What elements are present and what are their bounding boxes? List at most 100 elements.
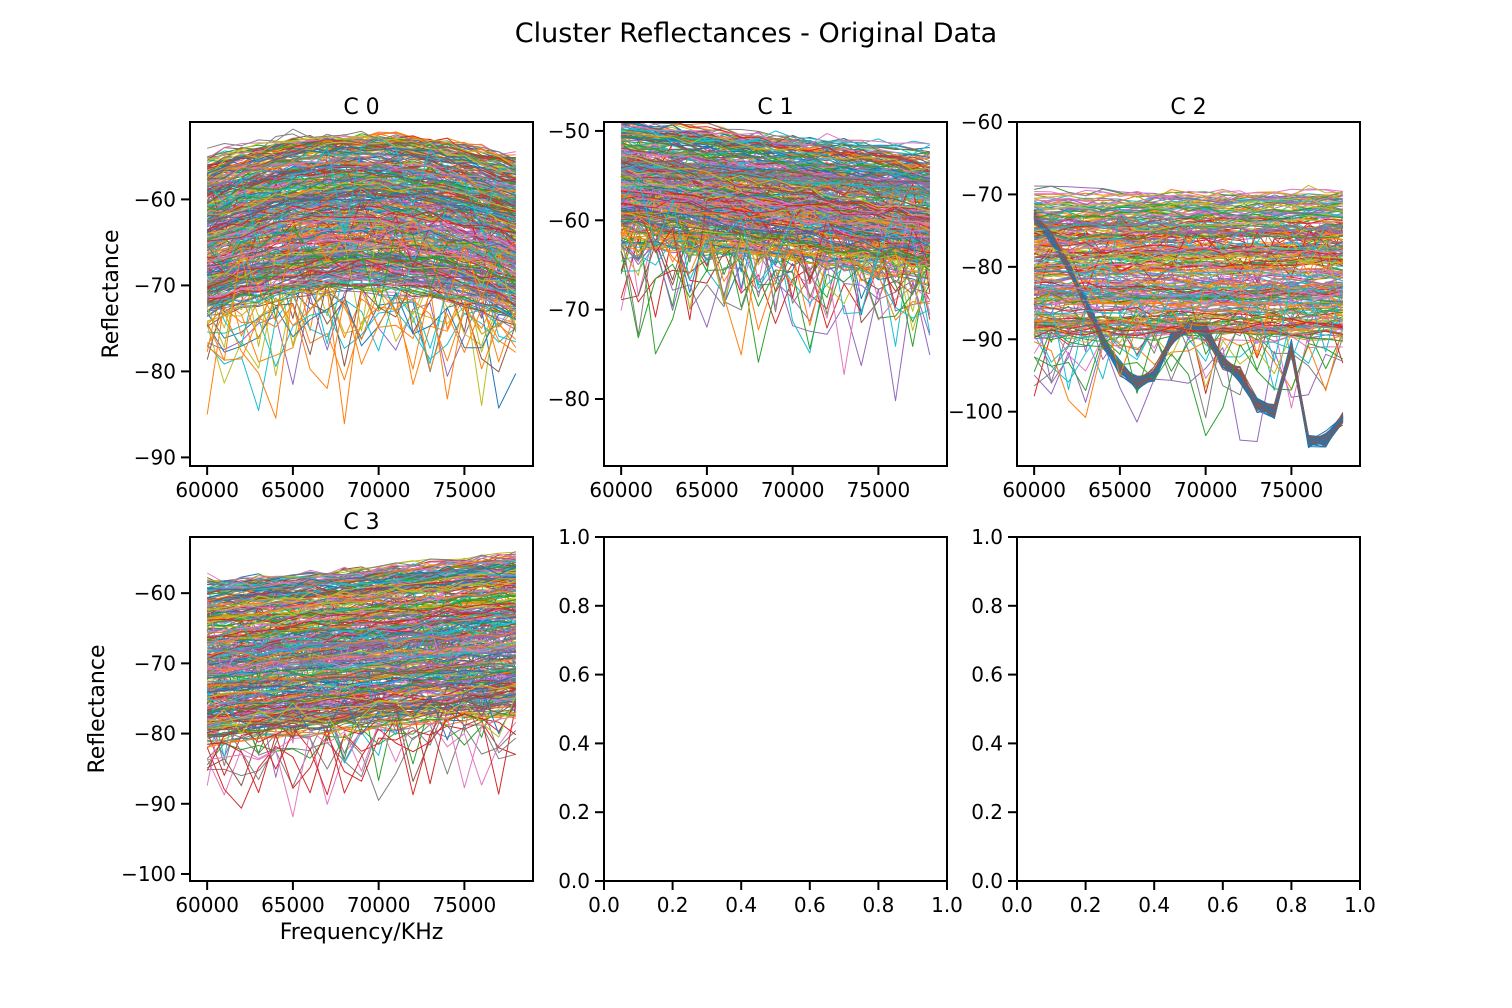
series-line xyxy=(207,683,516,722)
series-line xyxy=(621,218,930,249)
series-line xyxy=(207,675,516,714)
x-tick-label: 60000 xyxy=(589,478,653,502)
series-line xyxy=(1033,321,1343,338)
series-line xyxy=(621,175,930,231)
series-line xyxy=(207,276,516,312)
series-line xyxy=(1034,246,1343,255)
series-line xyxy=(206,179,517,223)
series-line xyxy=(1034,262,1343,277)
series-line xyxy=(207,563,516,590)
y-tick-label: −50 xyxy=(548,119,590,143)
series-line xyxy=(206,704,517,766)
series-line xyxy=(620,221,930,311)
series-line xyxy=(207,613,516,636)
series-line xyxy=(1034,320,1343,338)
x-tick-label: 0.8 xyxy=(1275,893,1307,917)
series-line xyxy=(621,170,930,187)
series-group xyxy=(1033,184,1344,449)
y-tick-label: −100 xyxy=(121,862,176,886)
series-line xyxy=(206,143,516,178)
series-line xyxy=(206,181,516,287)
series-line xyxy=(1033,217,1344,445)
x-tick-label: 65000 xyxy=(261,893,325,917)
x-tick-label: 70000 xyxy=(347,478,411,502)
series-line xyxy=(207,617,516,643)
series-line xyxy=(621,182,930,225)
series-line xyxy=(1034,256,1343,269)
series-line xyxy=(206,217,516,251)
series-line xyxy=(207,657,516,692)
series-line xyxy=(206,220,517,349)
series-line xyxy=(206,256,516,299)
series-line xyxy=(620,177,931,334)
series-line xyxy=(621,147,930,164)
y-tick-label: −90 xyxy=(134,792,176,816)
series-line xyxy=(206,289,517,425)
series-line xyxy=(621,194,930,254)
series-line xyxy=(206,614,517,658)
x-tick-label: 65000 xyxy=(675,478,739,502)
y-tick-label: −90 xyxy=(961,327,1003,351)
x-tick-label: 65000 xyxy=(1088,478,1152,502)
series-line xyxy=(1033,297,1343,314)
series-line xyxy=(1034,323,1343,337)
series-line xyxy=(620,170,931,234)
x-tick-label: 0.6 xyxy=(1207,893,1239,917)
series-line xyxy=(1034,266,1343,282)
series-line xyxy=(207,135,516,174)
axes-frame xyxy=(603,536,948,882)
series-line xyxy=(621,209,930,232)
series-line xyxy=(621,172,930,196)
y-axis-label: Reflectance xyxy=(99,229,124,358)
series-line xyxy=(620,207,930,257)
y-tick-label: −60 xyxy=(548,208,590,232)
series-line xyxy=(207,702,517,736)
series-line xyxy=(1033,291,1344,419)
series-line xyxy=(621,197,930,222)
series-line xyxy=(207,713,516,730)
series-line xyxy=(620,207,931,248)
x-tick-label: 0.4 xyxy=(1138,893,1170,917)
series-line xyxy=(1034,201,1343,213)
subplot-c1: 60000 65000 70000 75000 −80 −70 −60 −50 C 1 xyxy=(548,95,948,502)
series-line xyxy=(207,647,516,675)
series-line xyxy=(1033,281,1344,377)
y-tick-label: 0.6 xyxy=(971,663,1003,687)
series-line xyxy=(207,663,516,677)
series-line xyxy=(206,228,517,310)
series-line xyxy=(206,603,516,626)
series-line xyxy=(207,611,516,654)
series-line xyxy=(620,170,930,213)
series-line xyxy=(1034,193,1343,206)
series-line xyxy=(1034,260,1343,276)
series-line xyxy=(1034,219,1343,238)
series-line xyxy=(207,630,516,659)
y-tick-label: −100 xyxy=(948,400,1003,424)
series-line xyxy=(1034,275,1343,288)
series-line xyxy=(207,239,516,275)
series-line xyxy=(1034,184,1343,201)
series-line xyxy=(207,684,516,707)
y-tick-label: −60 xyxy=(134,187,176,211)
series-line xyxy=(620,222,930,356)
x-tick-label: 0.0 xyxy=(1001,893,1033,917)
series-line xyxy=(207,715,516,818)
series-line xyxy=(1033,335,1344,437)
series-line xyxy=(206,609,517,681)
series-line xyxy=(621,158,930,183)
x-tick-label: 0.8 xyxy=(862,893,894,917)
y-tick-label: −80 xyxy=(961,255,1003,279)
x-tick-label: 1.0 xyxy=(1344,893,1376,917)
series-line xyxy=(207,670,516,714)
series-line xyxy=(1034,303,1343,323)
series-line xyxy=(1034,201,1343,221)
y-tick-label: −60 xyxy=(961,110,1003,134)
series-line xyxy=(1034,244,1343,265)
x-tick-label: 70000 xyxy=(1174,478,1238,502)
series-line xyxy=(207,205,517,241)
subplot-empty-4: 0.0 0.2 0.4 0.6 0.8 1.0 0.0 0.2 0.4 0.6 0.8 1.0 xyxy=(558,525,963,917)
series-line xyxy=(620,244,930,262)
series-line xyxy=(207,223,517,314)
series-line xyxy=(207,172,517,205)
